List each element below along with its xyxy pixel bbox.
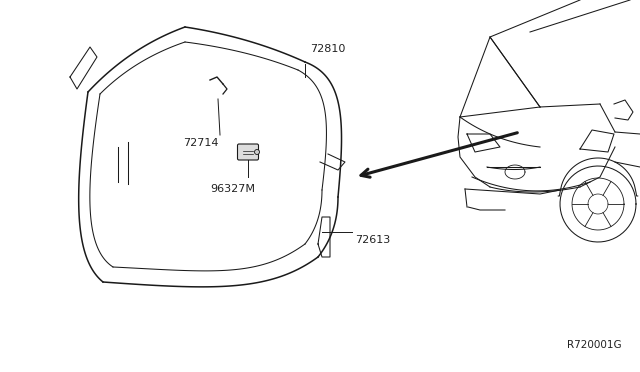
Text: 96327M: 96327M [210,184,255,194]
Text: 72810: 72810 [310,44,346,54]
Circle shape [255,150,259,154]
Text: R720001G: R720001G [568,340,622,350]
Text: 72714: 72714 [183,138,218,148]
FancyBboxPatch shape [237,144,259,160]
Text: 72613: 72613 [355,235,390,245]
